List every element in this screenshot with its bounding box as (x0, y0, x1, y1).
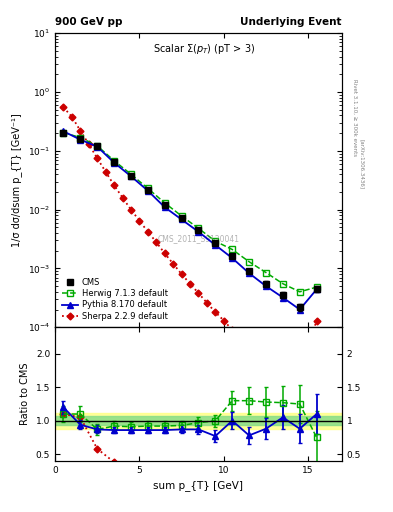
Bar (55, 413, 342, 429)
Text: Scalar $\Sigma(p_T)$ (pT > 3): Scalar $\Sigma(p_T)$ (pT > 3) (153, 42, 255, 56)
Text: CMS_2011_S9120041: CMS_2011_S9120041 (158, 234, 239, 244)
Text: 900 GeV pp: 900 GeV pp (55, 17, 123, 28)
Legend: CMS, Herwig 7.1.3 default, Pythia 8.170 default, Sherpa 2.2.9 default: CMS, Herwig 7.1.3 default, Pythia 8.170 … (59, 276, 170, 323)
Y-axis label: 1/σ dσ/dsum p_{T} [GeV⁻¹]: 1/σ dσ/dsum p_{T} [GeV⁻¹] (11, 113, 22, 247)
X-axis label: sum p_{T} [GeV]: sum p_{T} [GeV] (153, 480, 244, 491)
Text: [arXiv:1306.3436]: [arXiv:1306.3436] (360, 139, 365, 189)
Bar (55, 416, 342, 425)
Y-axis label: Ratio to CMS: Ratio to CMS (20, 362, 30, 425)
Text: Rivet 3.1.10, ≥ 300k events: Rivet 3.1.10, ≥ 300k events (352, 79, 357, 156)
Text: Underlying Event: Underlying Event (241, 17, 342, 28)
